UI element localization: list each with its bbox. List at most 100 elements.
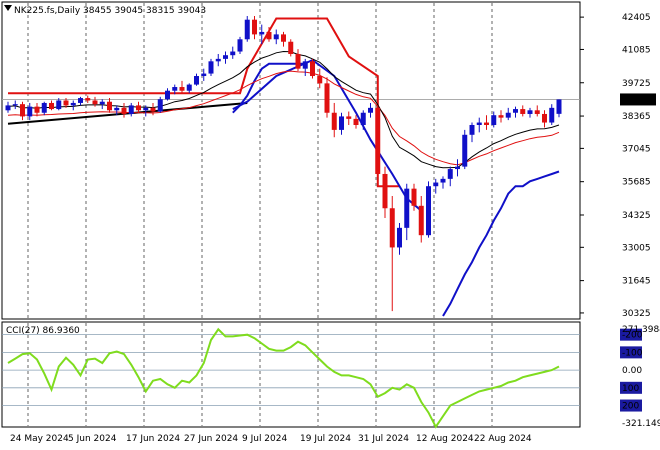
candle-up — [339, 116, 344, 130]
date-tick-label: 19 Jul 2024 — [300, 434, 351, 444]
candle-down — [346, 116, 352, 119]
price-tick-label: 30325 — [622, 309, 651, 319]
cci-level-label: 200 — [622, 402, 639, 412]
support-line — [232, 58, 422, 212]
candle-up — [360, 112, 366, 125]
price-tick-label: 37045 — [622, 144, 651, 154]
candle-up — [469, 124, 475, 135]
candle-up — [259, 31, 265, 35]
candle-down — [317, 76, 323, 84]
candle-up — [273, 34, 279, 40]
candle-up — [397, 227, 402, 248]
candle-up — [556, 99, 562, 114]
candle-down — [418, 205, 424, 236]
candle-up — [368, 107, 373, 113]
candle-down — [92, 100, 98, 105]
date-tick-label: 12 Aug 2024 — [416, 434, 474, 444]
candle-down — [324, 83, 330, 113]
candle-up — [433, 182, 439, 187]
cci-level-label: 100 — [622, 384, 639, 394]
candle-up — [194, 76, 199, 85]
date-tick-label: 5 Jun 2024 — [68, 434, 117, 444]
candle-down — [136, 105, 141, 111]
price-tick-label: 35685 — [622, 178, 651, 188]
candle-up — [491, 115, 497, 125]
candle-up — [230, 51, 236, 56]
cci-level-box — [620, 399, 642, 412]
price-tick-label: 33005 — [622, 243, 651, 253]
candle-down — [20, 104, 25, 117]
cci-max-label: 271.3984 — [622, 325, 660, 335]
candle-down — [411, 188, 417, 206]
candle-up — [157, 99, 163, 112]
cci-label: CCI(27) 86.9360 — [6, 326, 80, 336]
collapse-triangle-icon[interactable] — [4, 5, 12, 11]
candle-up — [302, 61, 308, 69]
cci-level-label: -200 — [622, 331, 643, 341]
candle-up — [513, 109, 518, 113]
candle-up — [549, 107, 555, 123]
candle-down — [49, 102, 54, 110]
candle-down — [63, 100, 69, 106]
candle-up — [143, 107, 149, 111]
candle-up — [27, 106, 33, 117]
trend-line — [7, 102, 248, 125]
candle-down — [252, 19, 257, 35]
candle-down — [107, 101, 112, 111]
candle-down — [375, 107, 381, 174]
date-tick-label: 24 May 2024 — [10, 434, 69, 444]
candle-up — [114, 107, 120, 111]
candles — [5, 16, 562, 312]
candle-down — [353, 118, 359, 125]
candle-up — [41, 102, 47, 113]
candle-up — [186, 84, 192, 91]
candle-down — [295, 53, 301, 69]
candle-down — [542, 113, 547, 123]
candle-up — [426, 186, 431, 236]
candle-down — [520, 109, 526, 114]
candle-up — [165, 90, 170, 100]
candle-down — [150, 107, 156, 112]
candle-down — [266, 31, 272, 40]
candle-up — [223, 55, 228, 59]
candle-down — [85, 98, 91, 101]
candle-down — [534, 110, 540, 114]
price-tick-label: 42405 — [622, 13, 651, 23]
price-tick-label: 41085 — [622, 45, 651, 55]
candle-up — [527, 110, 533, 114]
lower-band-line — [232, 62, 306, 114]
candle-up — [78, 98, 83, 103]
candle-down — [34, 106, 40, 113]
main-panel-frame — [1, 1, 581, 320]
cci-level-box — [620, 381, 642, 394]
candle-up — [455, 166, 460, 170]
cci-level-box — [620, 328, 642, 341]
candle-up — [5, 105, 11, 111]
date-tick-label: 27 Jun 2024 — [184, 434, 238, 444]
date-axis: 24 May 2024 5 Jun 2024 17 Jun 2024 27 Jun 2… — [10, 434, 532, 444]
candle-down — [121, 107, 127, 114]
candle-up — [201, 73, 207, 77]
candle-down — [389, 208, 395, 248]
candle-down — [382, 173, 388, 209]
candle-down — [310, 61, 315, 77]
candle-up — [70, 102, 76, 106]
date-tick-label: 9 Jul 2024 — [242, 434, 287, 444]
candle-up — [244, 19, 250, 40]
date-tick-label: 31 Jul 2024 — [358, 434, 409, 444]
candle-up — [215, 58, 221, 62]
candle-up — [440, 178, 446, 183]
candle-down — [498, 115, 504, 118]
candle-up — [404, 188, 410, 228]
candle-down — [179, 87, 185, 91]
price-tick-label: 39725 — [622, 79, 651, 89]
date-tick-label: 17 Jun 2024 — [126, 434, 180, 444]
cci-min-label: -321.149 — [622, 419, 660, 429]
last-price-label: 39043 — [623, 95, 652, 105]
price-tick-label: 34325 — [622, 211, 651, 221]
grid — [2, 3, 580, 426]
cci-level-label: -100 — [622, 348, 643, 358]
price-axis: 42405 41085 39725 38365 37045 35685 34325 33005… — [580, 13, 656, 319]
